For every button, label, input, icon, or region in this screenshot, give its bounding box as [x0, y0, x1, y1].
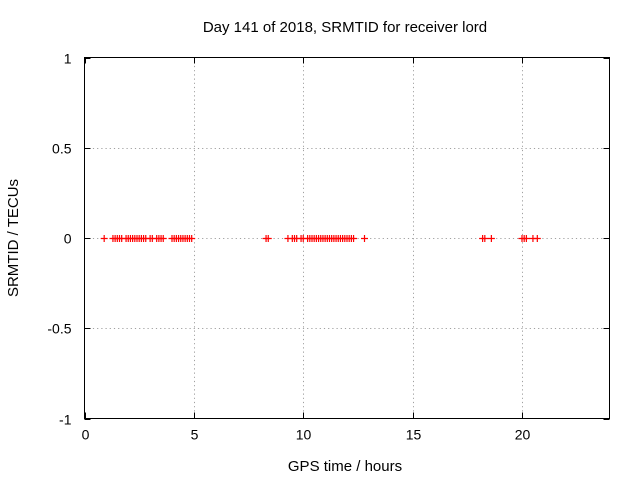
- data-point: [264, 235, 272, 242]
- data-point: [522, 235, 530, 242]
- data-point: [487, 235, 495, 242]
- x-tick-labels: 0 5 10 15 20: [82, 427, 531, 443]
- y-axis-label: SRMTID / TECUs: [5, 179, 22, 297]
- x-tick-label: 15: [406, 427, 422, 443]
- data-point: [350, 235, 358, 242]
- data-point: [361, 235, 368, 242]
- x-axis-label: GPS time / hours: [288, 458, 402, 475]
- y-tick-labels: -1 -0.5 0 0.5 1: [47, 51, 71, 428]
- data-point: [159, 235, 167, 242]
- chart-title: Day 141 of 2018, SRMTID for receiver lor…: [203, 19, 487, 36]
- y-tick-label: 0: [64, 231, 72, 247]
- x-tick-label: 20: [515, 427, 531, 443]
- plot-frame: [84, 57, 610, 419]
- axis-ticks: [84, 57, 610, 420]
- x-tick-label: 10: [296, 427, 312, 443]
- y-tick-label: -0.5: [47, 321, 71, 337]
- data-point: [100, 235, 108, 242]
- y-tick-label: 0.5: [52, 141, 72, 157]
- y-tick-label: 1: [64, 51, 72, 67]
- data-series-srmtid: [100, 235, 541, 242]
- x-tick-label: 5: [191, 427, 199, 443]
- data-point: [188, 235, 196, 242]
- data-point: [481, 235, 489, 242]
- data-point: [533, 235, 541, 242]
- x-tick-label: 0: [82, 427, 90, 443]
- y-tick-label: -1: [59, 412, 72, 428]
